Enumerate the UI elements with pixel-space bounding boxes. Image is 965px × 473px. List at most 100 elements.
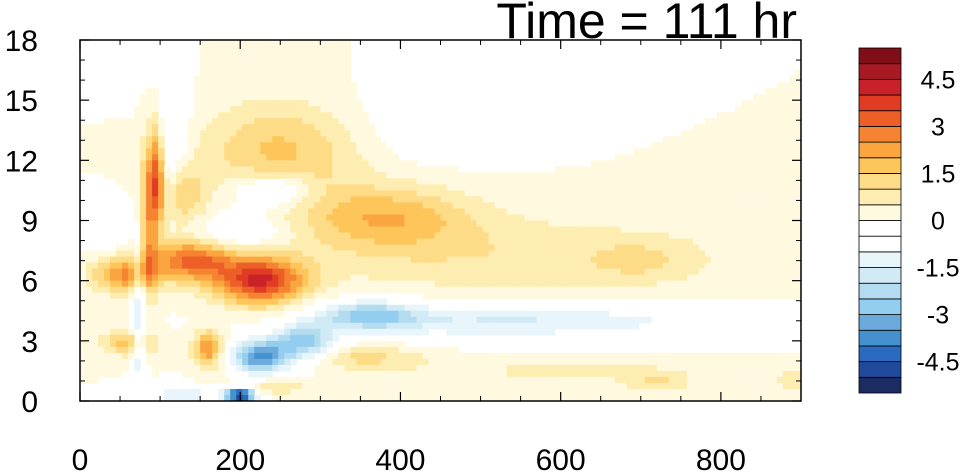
- contour-cell: [344, 220, 351, 228]
- contour-cell: [716, 376, 724, 384]
- contour-cell: [470, 226, 478, 234]
- contour-cell: [734, 124, 742, 131]
- contour-cell: [626, 196, 634, 204]
- contour-cell: [338, 394, 345, 401]
- contour-cell: [704, 208, 712, 216]
- contour-cell: [686, 370, 694, 378]
- contour-cell: [440, 166, 448, 173]
- contour-cell: [440, 196, 448, 204]
- contour-cell: [188, 238, 195, 246]
- contour-cell: [704, 160, 712, 167]
- contour-cell: [572, 268, 580, 276]
- contour-cell: [494, 172, 502, 179]
- contour-cell: [482, 280, 490, 288]
- contour-cell: [224, 292, 231, 300]
- contour-cell: [596, 310, 604, 318]
- contour-cell: [668, 220, 676, 228]
- contour-cell: [398, 388, 406, 396]
- contour-cell: [368, 382, 376, 390]
- contour-cell: [290, 352, 297, 360]
- contour-cell: [686, 214, 694, 222]
- contour-cell: [332, 112, 339, 119]
- contour-cell: [788, 238, 796, 246]
- contour-cell: [356, 358, 363, 366]
- contour-cell: [392, 316, 400, 324]
- contour-cell: [182, 358, 189, 366]
- contour-cell: [614, 394, 622, 401]
- contour-cell: [98, 310, 105, 318]
- contour-cell: [212, 64, 219, 71]
- contour-cell: [326, 232, 333, 240]
- contour-cell: [776, 202, 784, 210]
- contour-cell: [692, 238, 700, 246]
- contour-cell: [128, 136, 135, 143]
- contour-cell: [788, 106, 796, 113]
- contour-cell: [728, 358, 736, 366]
- contour-cell: [290, 358, 297, 366]
- contour-cell: [506, 316, 514, 324]
- contour-cell: [398, 190, 406, 198]
- contour-cell: [722, 202, 730, 210]
- contour-cell: [650, 256, 658, 264]
- contour-cell: [350, 322, 357, 330]
- contour-cell: [218, 346, 225, 354]
- contour-cell: [470, 274, 478, 282]
- contour-cell: [734, 226, 742, 234]
- contour-cell: [500, 184, 508, 192]
- contour-cell: [746, 280, 754, 288]
- contour-cell: [776, 184, 784, 192]
- contour-cell: [422, 250, 430, 258]
- contour-cell: [404, 280, 412, 288]
- contour-cell: [194, 94, 201, 101]
- contour-cell: [758, 226, 766, 234]
- contour-cell: [746, 160, 754, 167]
- contour-cell: [422, 190, 430, 198]
- contour-cell: [764, 94, 772, 101]
- contour-cell: [170, 304, 177, 312]
- contour-cell: [518, 238, 526, 246]
- contour-cell: [518, 382, 526, 390]
- contour-cell: [242, 256, 249, 264]
- contour-cell: [338, 310, 345, 318]
- contour-cell: [710, 286, 718, 294]
- contour-cell: [308, 178, 315, 185]
- contour-cell: [554, 244, 562, 252]
- contour-cell: [266, 148, 273, 155]
- contour-cell: [434, 274, 442, 282]
- contour-cell: [674, 238, 682, 246]
- contour-cell: [662, 226, 670, 234]
- contour-cell: [110, 358, 117, 366]
- contour-cell: [662, 262, 670, 270]
- contour-cell: [788, 382, 796, 390]
- contour-cell: [338, 52, 345, 59]
- contour-cell: [218, 250, 225, 258]
- contour-cell: [746, 148, 754, 155]
- contour-cell: [380, 154, 388, 161]
- contour-cell: [332, 178, 339, 185]
- contour-cell: [686, 172, 694, 179]
- contour-cell: [596, 178, 604, 185]
- contour-cell: [614, 154, 622, 161]
- contour-cell: [374, 250, 382, 258]
- contour-cell: [602, 244, 610, 252]
- contour-cell: [272, 112, 279, 119]
- contour-cell: [698, 172, 706, 179]
- contour-cell: [278, 358, 285, 366]
- contour-cell: [170, 250, 177, 258]
- contour-cell: [206, 238, 213, 246]
- contour-cell: [644, 268, 652, 276]
- contour-cell: [716, 148, 724, 155]
- contour-cell: [248, 286, 255, 294]
- contour-cell: [584, 286, 592, 294]
- contour-cell: [590, 172, 598, 179]
- contour-cell: [668, 208, 676, 216]
- contour-cell: [218, 274, 225, 282]
- contour-cell: [266, 52, 273, 59]
- contour-cell: [416, 304, 424, 312]
- contour-cell: [236, 178, 243, 185]
- contour-cell: [494, 190, 502, 198]
- contour-cell: [224, 178, 231, 185]
- contour-cell: [236, 142, 243, 149]
- contour-cell: [704, 256, 712, 264]
